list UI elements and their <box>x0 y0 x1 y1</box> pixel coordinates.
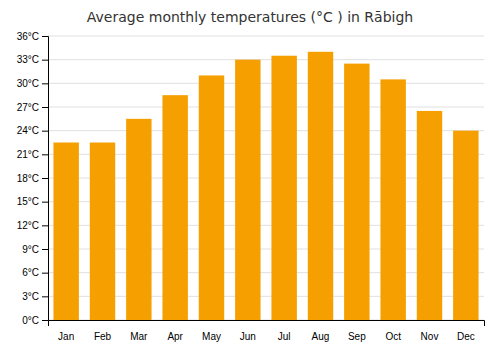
tick-mark <box>42 202 48 203</box>
tick: 18°C <box>17 173 48 184</box>
tick: Nov <box>421 331 439 342</box>
tick-label: Dec <box>457 331 475 342</box>
tick-label: Jul <box>278 331 291 342</box>
tick: May <box>202 331 221 342</box>
tick-label: 3°C <box>22 291 39 302</box>
tick-mark <box>42 154 48 155</box>
tick-label: May <box>202 331 221 342</box>
tick: Apr <box>167 331 183 342</box>
tick: 15°C <box>17 196 48 207</box>
tick: 30°C <box>17 78 48 89</box>
tick-mark <box>42 83 48 84</box>
grid-line <box>48 107 484 108</box>
tick-label: 30°C <box>17 78 39 89</box>
tick-label: 33°C <box>17 54 39 65</box>
bar <box>162 95 187 320</box>
grid-line <box>48 36 484 37</box>
axis-line <box>49 321 485 327</box>
tick-label: 27°C <box>17 102 39 113</box>
tick: Jun <box>240 331 256 342</box>
bar <box>417 111 442 320</box>
tick-label: Feb <box>94 331 112 342</box>
tick: 12°C <box>17 220 48 231</box>
bar <box>344 64 369 320</box>
tick-label: 24°C <box>17 125 39 136</box>
tick: 24°C <box>17 125 48 136</box>
tick-mark <box>42 273 48 274</box>
tick-label: 9°C <box>22 244 39 255</box>
tick-label: Aug <box>312 331 330 342</box>
tick-mark <box>42 36 48 37</box>
tick-label: Apr <box>167 331 183 342</box>
tick-label: 12°C <box>17 220 39 231</box>
bar <box>199 75 224 320</box>
tick: Mar <box>130 331 148 342</box>
tick-label: 15°C <box>17 196 39 207</box>
y-axis: 0°C 3°C 6°C 9°C 12°C 15°C 18°C 21°C 24°C 27°C 30°C… <box>17 31 49 326</box>
bar <box>308 52 333 320</box>
tick: Sep <box>348 331 366 342</box>
grid-line <box>48 83 484 84</box>
tick: 36°C <box>17 31 48 42</box>
tick: Aug <box>312 331 330 342</box>
tick: Jan <box>58 331 74 342</box>
chart: 0°C 3°C 6°C 9°C 12°C 15°C 18°C 21°C 24°C 27°C 30°C… <box>0 0 500 350</box>
bar <box>271 56 296 320</box>
tick-mark <box>42 178 48 179</box>
tick-label: 6°C <box>22 267 39 278</box>
tick-label: Mar <box>130 331 148 342</box>
plot: 0°C 3°C 6°C 9°C 12°C 15°C 18°C 21°C 24°C 27°C 30°C… <box>17 31 485 342</box>
tick-mark <box>42 131 48 132</box>
tick: 27°C <box>17 102 48 113</box>
bar <box>235 60 260 320</box>
tick-label: Jun <box>240 331 256 342</box>
tick: Dec <box>457 331 475 342</box>
tick-label: 21°C <box>17 149 39 160</box>
tick-mark <box>42 320 48 321</box>
tick-mark <box>42 249 48 250</box>
bar <box>90 143 115 321</box>
tick-label: Nov <box>421 331 439 342</box>
tick: 0°C <box>22 315 48 326</box>
tick: Feb <box>94 331 112 342</box>
tick-label: 18°C <box>17 173 39 184</box>
tick-label: Sep <box>348 331 366 342</box>
tick-mark <box>42 296 48 297</box>
bar <box>380 79 405 320</box>
tick: 3°C <box>22 291 48 302</box>
tick: 9°C <box>22 244 48 255</box>
bar <box>453 131 478 320</box>
bar <box>126 119 151 320</box>
bars <box>53 52 478 320</box>
tick-mark <box>42 60 48 61</box>
tick: 6°C <box>22 267 48 278</box>
tick-label: Jan <box>58 331 74 342</box>
tick: Oct <box>385 331 401 342</box>
tick-label: 0°C <box>22 315 39 326</box>
axis-line <box>42 37 49 321</box>
tick: Jul <box>278 331 291 342</box>
grid-line <box>48 59 484 60</box>
tick-mark <box>42 225 48 226</box>
tick-label: 36°C <box>17 31 39 42</box>
title: Average monthly temperatures (°C ) in Rā… <box>87 9 413 25</box>
tick: 33°C <box>17 54 48 65</box>
grid <box>48 36 484 320</box>
tick-mark <box>42 107 48 108</box>
tick-label: Oct <box>385 331 401 342</box>
bar <box>53 143 78 321</box>
x-axis: Jan Feb Mar Apr May Jun Jul Aug Sep Oct Nov Dec <box>49 321 485 343</box>
tick: 21°C <box>17 149 48 160</box>
